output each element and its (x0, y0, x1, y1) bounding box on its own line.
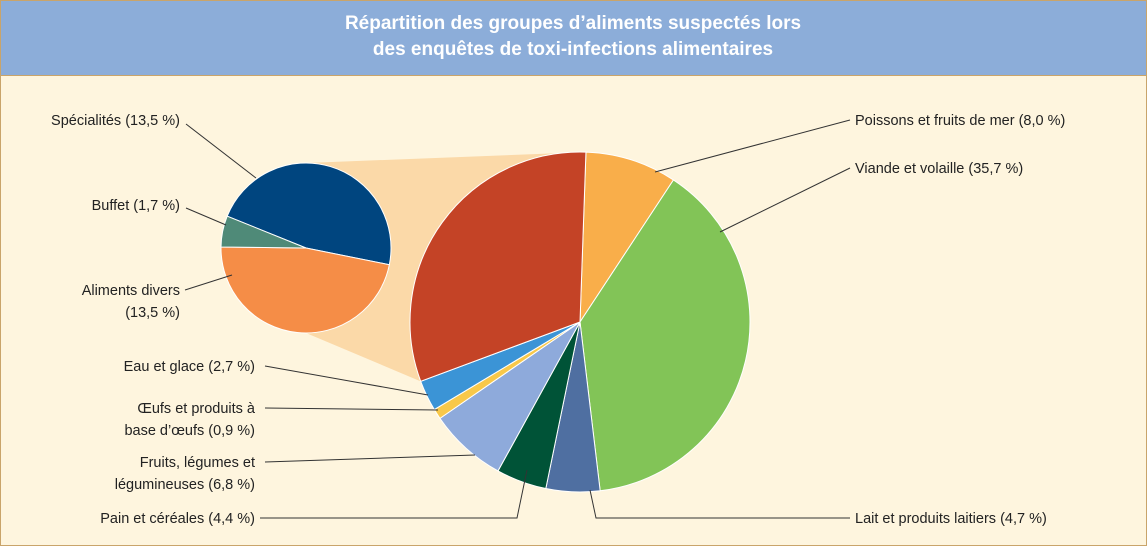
leader-line (264, 454, 476, 463)
pie-slice (579, 179, 751, 492)
slice-label: Spécialités (13,5 %) (51, 113, 180, 129)
chart-title: Répartition des groupes d’aliments suspe… (345, 13, 801, 34)
pie-slice (579, 151, 675, 324)
slice-label: Aliments divers (82, 283, 180, 299)
slice-label: Lait et produits laitiers (4,7 %) (855, 511, 1047, 527)
slice-label: Œufs et produits à (137, 401, 256, 417)
slice-label: base d’œufs (0,9 %) (124, 423, 255, 439)
slice-label: Fruits, légumes et (140, 455, 255, 471)
pie-slice-other (409, 151, 587, 382)
slice-label: légumineuses (6,8 %) (115, 477, 255, 493)
slice-label: Pain et céréales (4,4 %) (100, 511, 255, 527)
leader-line (719, 167, 851, 233)
pie-slice (220, 215, 307, 249)
leader-line (185, 207, 227, 226)
slice-label: Buffet (1,7 %) (92, 198, 180, 214)
leader-line (654, 119, 851, 173)
leader-line (264, 365, 429, 396)
leader-line (185, 123, 257, 179)
pie-slice (226, 162, 392, 266)
plot: Poissons et fruits de mer (8,0 %) Viande … (51, 113, 1065, 527)
pie-slice (220, 246, 390, 334)
chart-title: des enquêtes de toxi-infections alimenta… (373, 39, 773, 60)
header (0, 0, 1147, 76)
slice-label: Viande et volaille (35,7 %) (855, 161, 1023, 177)
leader-line (260, 469, 528, 519)
slice-label: Poissons et fruits de mer (8,0 %) (855, 113, 1065, 129)
leader-line (184, 274, 233, 291)
slice-label: Eau et glace (2,7 %) (124, 359, 255, 375)
leader-line (589, 489, 850, 519)
leader-line (264, 407, 439, 411)
slice-label: (13,5 %) (125, 305, 180, 321)
